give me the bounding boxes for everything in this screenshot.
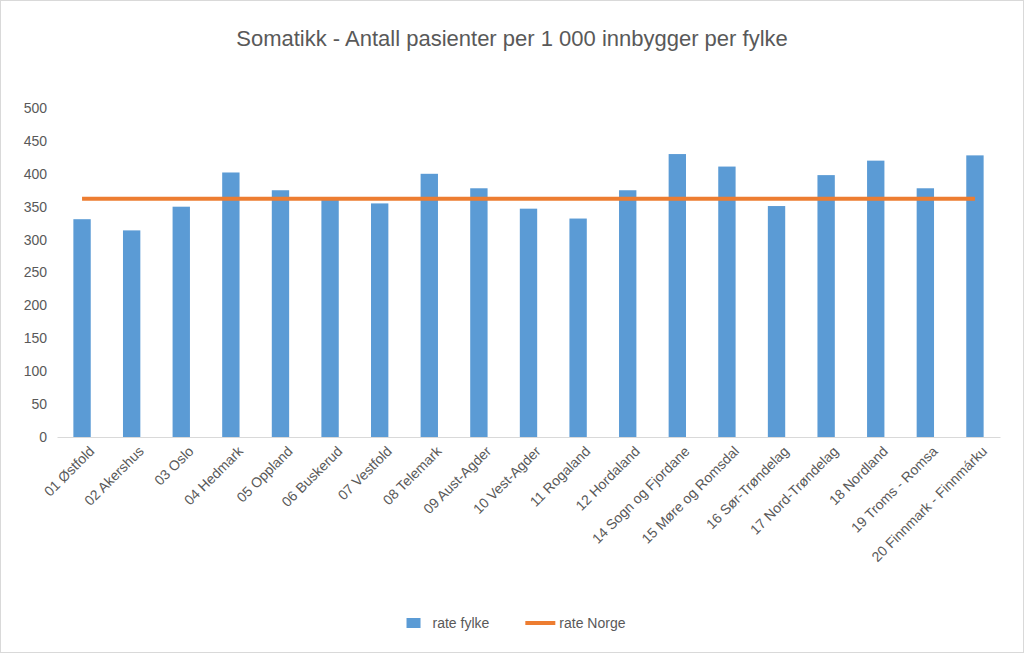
y-tick-label: 100 xyxy=(24,363,48,379)
y-tick-label: 50 xyxy=(31,396,47,412)
line xyxy=(82,197,975,201)
bar xyxy=(222,172,239,437)
y-tick: 50 xyxy=(31,396,57,412)
bar xyxy=(619,190,636,437)
y-axis: 0 50 100 150 200 250 300 350 400 450 500 xyxy=(24,100,58,445)
y-tick: 250 xyxy=(24,264,57,280)
bar xyxy=(718,167,735,437)
bar xyxy=(371,203,388,437)
legend-entry: rate Norge xyxy=(525,615,625,631)
y-tick: 500 xyxy=(24,100,57,116)
y-tick: 400 xyxy=(24,166,57,182)
marks xyxy=(73,154,983,437)
bar xyxy=(73,219,90,437)
legend-swatch xyxy=(525,621,555,625)
x-tick-label: 17 Nord-Trøndelag xyxy=(747,443,842,538)
y-tick-label: 300 xyxy=(24,232,48,248)
x-tick: 03 Oslo xyxy=(151,437,197,488)
bar xyxy=(569,219,586,437)
y-tick: 150 xyxy=(24,330,57,346)
legend-entry: rate fylke xyxy=(407,615,490,631)
bar xyxy=(768,206,785,437)
x-tick: 02 Akershus xyxy=(81,437,147,509)
x-tick: 16 Sør-Trøndelag xyxy=(703,437,792,532)
bar xyxy=(867,161,884,437)
bar xyxy=(917,188,934,437)
y-tick-label: 250 xyxy=(24,264,48,280)
y-tick-label: 400 xyxy=(24,166,48,182)
bar xyxy=(817,175,834,437)
chart-frame xyxy=(1,1,1024,653)
legend: rate fylke rate Norge xyxy=(407,615,626,631)
bar xyxy=(321,199,338,437)
y-tick-label: 0 xyxy=(39,429,47,445)
x-tick-label: 19 Troms - Romsa xyxy=(848,443,941,536)
x-tick: 15 Møre og Romsdal xyxy=(638,437,742,547)
bar xyxy=(421,174,438,437)
x-tick-label: 03 Oslo xyxy=(151,443,197,489)
legend-label: rate Norge xyxy=(559,615,625,631)
bar xyxy=(123,230,140,437)
y-tick: 0 xyxy=(39,429,57,445)
x-tick-label: 14 Sogn og Fjordane xyxy=(589,443,693,547)
y-axis-line xyxy=(57,109,58,438)
bar-series xyxy=(73,154,983,437)
x-tick-label: 15 Møre og Romsdal xyxy=(638,443,742,547)
title: Somatikk - Antall pasienter per 1 000 in… xyxy=(236,26,788,51)
x-tick-label: 16 Sør-Trøndelag xyxy=(703,443,792,532)
chart: Somatikk - Antall pasienter per 1 000 in… xyxy=(0,0,1024,653)
legend-swatch xyxy=(407,618,421,628)
y-tick-label: 450 xyxy=(24,133,48,149)
y-tick: 100 xyxy=(24,363,57,379)
bar xyxy=(272,190,289,437)
x-tick-label: 02 Akershus xyxy=(81,443,147,509)
y-tick-label: 150 xyxy=(24,330,48,346)
x-tick: 20 Finnmark - Finnmárku xyxy=(868,437,990,565)
bar xyxy=(470,188,487,437)
x-axis: 01 Østfold02 Akershus03 Oslo04 Hedmark05… xyxy=(41,437,1001,565)
y-tick: 450 xyxy=(24,133,57,149)
bar xyxy=(173,207,190,437)
x-tick: 14 Sogn og Fjordane xyxy=(589,437,693,547)
x-tick: 06 Buskerud xyxy=(278,437,345,510)
x-axis-line xyxy=(58,437,1001,438)
x-tick-label: 06 Buskerud xyxy=(278,443,345,510)
y-tick-label: 200 xyxy=(24,297,48,313)
plot: 0 50 100 150 200 250 300 350 400 450 500 01 Østfold… xyxy=(24,100,1001,565)
x-tick: 17 Nord-Trøndelag xyxy=(747,437,842,538)
bar xyxy=(669,154,686,437)
y-tick: 300 xyxy=(24,232,57,248)
legend-label: rate fylke xyxy=(433,615,490,631)
y-tick-label: 350 xyxy=(24,199,48,215)
x-tick: 19 Troms - Romsa xyxy=(848,437,941,536)
x-tick-label: 20 Finnmark - Finnmárku xyxy=(868,443,990,565)
y-tick-label: 500 xyxy=(24,100,48,116)
y-tick: 200 xyxy=(24,297,57,313)
y-tick: 350 xyxy=(24,199,57,215)
bar xyxy=(520,209,537,437)
